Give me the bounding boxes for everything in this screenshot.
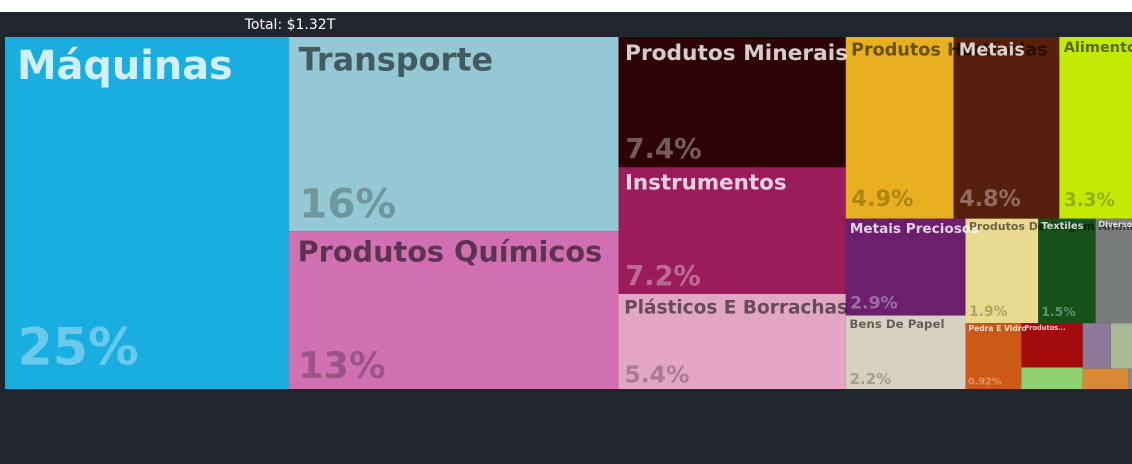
tile: [1082, 323, 1111, 369]
tile-value-label: 1.9%: [969, 304, 1008, 320]
tile-value-label: 4.8%: [959, 186, 1021, 212]
tile-label: Pedra E Vidro: [969, 324, 1027, 333]
tile-value-label: 13%: [298, 344, 385, 387]
tile: [953, 37, 1060, 219]
tile-label: Metais Preciosos: [850, 221, 979, 237]
tile-value-label: 2.2%: [850, 370, 892, 388]
tile: [618, 293, 846, 389]
tile: [845, 37, 954, 219]
tile-value-label: 2.9%: [850, 294, 898, 314]
tile: [618, 37, 846, 168]
total-label: Total: $1.32T: [244, 17, 336, 33]
tile-label: Instrumentos: [625, 171, 787, 196]
tile: [1021, 323, 1083, 368]
tile-value-label: 5.4%: [624, 360, 689, 388]
tile: [1038, 218, 1096, 324]
tile-label: Diversos: [1099, 220, 1132, 229]
tile-label: Produtos De Origem Animal: [969, 220, 1132, 233]
tile-label: Metais: [959, 40, 1025, 60]
tile: [289, 231, 619, 389]
tile-label: Plásticos E Borrachas: [624, 297, 848, 318]
tile: [1110, 323, 1132, 369]
tiles: Máquinas 25% Transporte 16% Produtos Químico…: [5, 37, 1132, 389]
tile-value-label: 25%: [18, 317, 139, 376]
tile-label: Alimentos: [1064, 40, 1132, 56]
tile-value-label: 0.92%: [968, 376, 1002, 387]
tile: [845, 315, 966, 389]
tile: [845, 218, 966, 316]
tile: [1021, 367, 1083, 389]
tile-value-label: 4.9%: [851, 186, 913, 212]
tile: [1095, 218, 1132, 324]
tile-value-label: 3.3%: [1064, 190, 1115, 211]
tile-label: Transporte: [299, 40, 494, 78]
tile: [1059, 37, 1132, 219]
tile-label: Bens De Papel: [849, 317, 944, 331]
tile-label: Produtos Químicos: [298, 234, 602, 268]
tile: [289, 37, 619, 232]
tile: [618, 167, 846, 294]
tile-label: Textiles: [1041, 221, 1083, 232]
tile: [5, 37, 290, 389]
tile-value-label: 16%: [299, 180, 396, 228]
tile-label: Produtos Minerais: [625, 41, 848, 66]
tile-label: Produtos...: [1024, 324, 1065, 332]
tile-value-label: 7.2%: [625, 261, 700, 292]
tile-label: Produtos Hortícolas: [851, 41, 1048, 61]
tile-label: Máquinas: [17, 43, 233, 89]
tile-value-label: 1.5%: [1041, 304, 1076, 319]
tile: [965, 218, 1039, 324]
tile: [1082, 368, 1129, 389]
tile-value-label: 7.4%: [625, 133, 701, 165]
tile: [965, 323, 1022, 389]
tile: [1128, 368, 1132, 389]
